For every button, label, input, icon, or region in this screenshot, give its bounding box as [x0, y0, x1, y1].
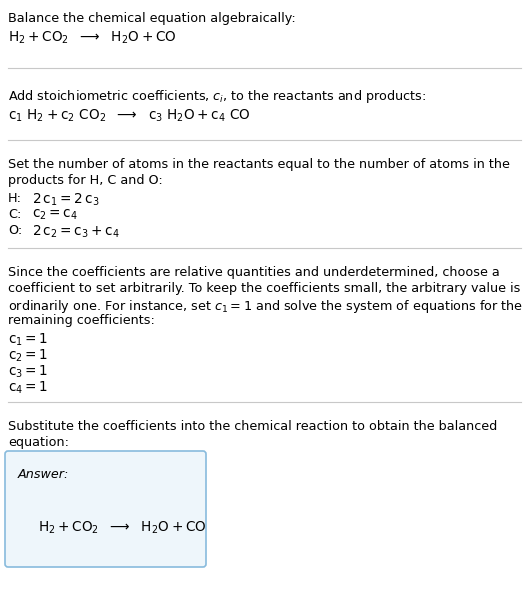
- Text: products for H, C and O:: products for H, C and O:: [8, 174, 163, 187]
- Text: $\mathrm{c_1\ H_2 + c_2\ CO_2\ \ \longrightarrow\ \ c_3\ H_2O + c_4\ CO}$: $\mathrm{c_1\ H_2 + c_2\ CO_2\ \ \longri…: [8, 108, 251, 124]
- Text: ordinarily one. For instance, set $c_1 = 1$ and solve the system of equations fo: ordinarily one. For instance, set $c_1 =…: [8, 298, 523, 315]
- Text: $\mathrm{c_1 = 1}$: $\mathrm{c_1 = 1}$: [8, 332, 48, 348]
- Text: Answer:: Answer:: [18, 468, 69, 481]
- Text: C:: C:: [8, 208, 21, 221]
- Text: Balance the chemical equation algebraically:: Balance the chemical equation algebraica…: [8, 12, 296, 25]
- Text: $\mathrm{2\,c_2 = c_3 + c_4}$: $\mathrm{2\,c_2 = c_3 + c_4}$: [32, 224, 120, 240]
- Text: equation:: equation:: [8, 436, 69, 449]
- Text: remaining coefficients:: remaining coefficients:: [8, 314, 155, 327]
- Text: O:: O:: [8, 224, 22, 237]
- Text: $\mathrm{2\,c_1 = 2\,c_3}$: $\mathrm{2\,c_1 = 2\,c_3}$: [32, 192, 99, 208]
- Text: $\mathrm{H_2 + CO_2\ \ \longrightarrow\ \ H_2O + CO}$: $\mathrm{H_2 + CO_2\ \ \longrightarrow\ …: [38, 520, 207, 537]
- Text: $\mathrm{H_2 + CO_2\ \ \longrightarrow\ \ H_2O + CO}$: $\mathrm{H_2 + CO_2\ \ \longrightarrow\ …: [8, 30, 177, 46]
- Text: coefficient to set arbitrarily. To keep the coefficients small, the arbitrary va: coefficient to set arbitrarily. To keep …: [8, 282, 521, 295]
- Text: Substitute the coefficients into the chemical reaction to obtain the balanced: Substitute the coefficients into the che…: [8, 420, 497, 433]
- Text: $\mathrm{c_4 = 1}$: $\mathrm{c_4 = 1}$: [8, 380, 48, 396]
- Text: Since the coefficients are relative quantities and underdetermined, choose a: Since the coefficients are relative quan…: [8, 266, 500, 279]
- Text: $\mathrm{c_2 = 1}$: $\mathrm{c_2 = 1}$: [8, 348, 48, 364]
- Text: $\mathrm{c_3 = 1}$: $\mathrm{c_3 = 1}$: [8, 364, 48, 381]
- Text: $\mathrm{c_2 = c_4}$: $\mathrm{c_2 = c_4}$: [32, 208, 78, 222]
- Text: Set the number of atoms in the reactants equal to the number of atoms in the: Set the number of atoms in the reactants…: [8, 158, 510, 171]
- Text: Add stoichiometric coefficients, $c_i$, to the reactants and products:: Add stoichiometric coefficients, $c_i$, …: [8, 88, 426, 105]
- Text: H:: H:: [8, 192, 22, 205]
- FancyBboxPatch shape: [5, 451, 206, 567]
